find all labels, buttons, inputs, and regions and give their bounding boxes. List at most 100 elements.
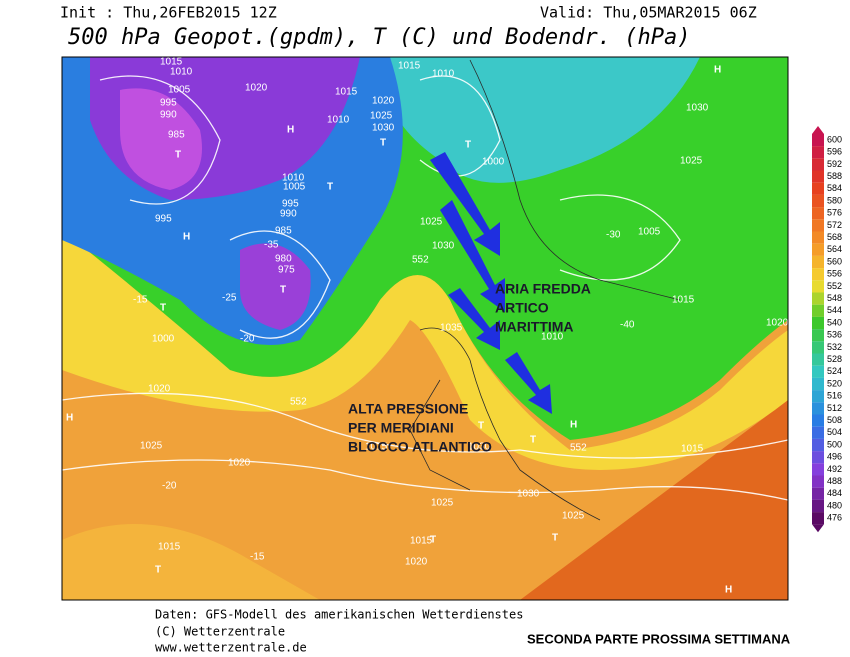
colorbar-label: 504: [827, 427, 842, 437]
map-label: T: [155, 565, 161, 576]
colorbar-label: 576: [827, 208, 842, 218]
map-label: H: [183, 232, 190, 243]
map-label: -20: [240, 334, 255, 345]
colorbar-label: 540: [827, 317, 842, 327]
colorbar-label: 588: [827, 171, 842, 181]
colorbar-swatch: [812, 377, 824, 391]
colorbar-label: 552: [827, 281, 842, 291]
colorbar-swatch: [812, 133, 824, 147]
map-label: 1035: [440, 323, 463, 334]
colorbar-cap: [812, 524, 824, 533]
map-label: 1030: [372, 123, 395, 134]
colorbar-label: 536: [827, 330, 842, 340]
map-label: 1015: [410, 536, 433, 547]
colorbar-label: 592: [827, 159, 842, 169]
colorbar-swatch: [812, 304, 824, 317]
map-label: 975: [278, 265, 295, 276]
colorbar-swatch: [812, 292, 824, 305]
map-label: 1005: [638, 227, 661, 238]
colorbar-swatch: [812, 451, 824, 464]
map-label: -30: [606, 230, 621, 241]
map-label: H: [570, 420, 577, 431]
map-label: -20: [162, 481, 177, 492]
map-label: 1020: [245, 83, 268, 94]
colorbar-label: 476: [827, 513, 842, 523]
colorbar-label: 560: [827, 256, 842, 266]
map-label: 985: [168, 130, 185, 141]
colorbar-swatch: [812, 499, 824, 513]
map-label: 1025: [431, 498, 454, 509]
map-label: H: [714, 65, 721, 76]
map-label: T: [280, 285, 286, 296]
colorbar-label: 508: [827, 415, 842, 425]
map-label: 1000: [482, 157, 505, 168]
colorbar-label: 528: [827, 354, 842, 364]
map-label: 990: [160, 110, 177, 121]
map-label: -15: [250, 552, 265, 563]
colorbar-swatch: [812, 402, 824, 415]
colorbar-label: 484: [827, 488, 842, 498]
source-line: Daten: GFS-Modell des amerikanischen Wet…: [155, 608, 523, 622]
map-label: 1025: [370, 111, 393, 122]
annotation: ARTICO: [495, 300, 549, 316]
map-label: -25: [222, 293, 237, 304]
map-label: 1025: [680, 156, 703, 167]
colorbar-swatch: [812, 475, 824, 488]
map-label: 1020: [228, 458, 251, 469]
colorbar-label: 548: [827, 293, 842, 303]
map-label: T: [380, 138, 386, 149]
colorbar-swatch: [812, 329, 824, 342]
map-label: 1015: [160, 57, 183, 68]
colorbar-swatch: [812, 438, 824, 452]
map-label: 1010: [432, 69, 455, 80]
colorbar-label: 496: [827, 452, 842, 462]
colorbar-swatch: [812, 207, 824, 220]
colorbar-label: 568: [827, 232, 842, 242]
map-label: 1010: [327, 115, 350, 126]
colorbar-swatch: [812, 341, 824, 354]
colorbar-label: 556: [827, 269, 842, 279]
colorbar-label: 512: [827, 403, 842, 413]
colorbar-swatch: [812, 231, 824, 244]
annotation: ARIA FREDDA: [495, 281, 591, 297]
colorbar-label: 544: [827, 305, 842, 315]
colorbar-label: 516: [827, 391, 842, 401]
map-label: 1015: [398, 61, 421, 72]
map-label: 1015: [672, 295, 695, 306]
map-label: H: [66, 413, 73, 424]
map-label: -40: [620, 320, 635, 331]
colorbar-label: 520: [827, 378, 842, 388]
map-label: -35: [264, 240, 279, 251]
map-label: 995: [282, 199, 299, 210]
colorbar-cap: [812, 126, 824, 134]
colorbar-swatch: [812, 316, 824, 330]
map-label: 1025: [420, 217, 443, 228]
colorbar-label: 584: [827, 183, 842, 193]
annotation: PER MERIDIANI: [348, 420, 454, 436]
colorbar-label: 572: [827, 220, 842, 230]
colorbar-swatch: [812, 365, 824, 378]
map-label: T: [552, 533, 558, 544]
init-time: Init : Thu,26FEB2015 12Z: [60, 4, 277, 22]
map-label: T: [465, 140, 471, 151]
map-label: 1010: [282, 173, 305, 184]
map-label: 1020: [372, 96, 395, 107]
colorbar-label: 600: [827, 134, 842, 144]
map-label: 990: [280, 209, 297, 220]
map-label: T: [327, 182, 333, 193]
colorbar-label: 532: [827, 342, 842, 352]
annotation: MARITTIMA: [495, 319, 574, 335]
map-label: 552: [290, 397, 307, 408]
colorbar-swatch: [812, 426, 824, 439]
map-label: 1020: [405, 557, 428, 568]
map-label: 985: [275, 226, 292, 237]
colorbar-swatch: [812, 170, 824, 183]
colorbar-swatch: [812, 219, 824, 232]
map-label: T: [530, 435, 536, 446]
colorbar-label: 492: [827, 464, 842, 474]
colorbar-label: 524: [827, 366, 842, 376]
annotation: ALTA PRESSIONE: [348, 401, 468, 417]
colorbar-swatch: [812, 353, 824, 366]
